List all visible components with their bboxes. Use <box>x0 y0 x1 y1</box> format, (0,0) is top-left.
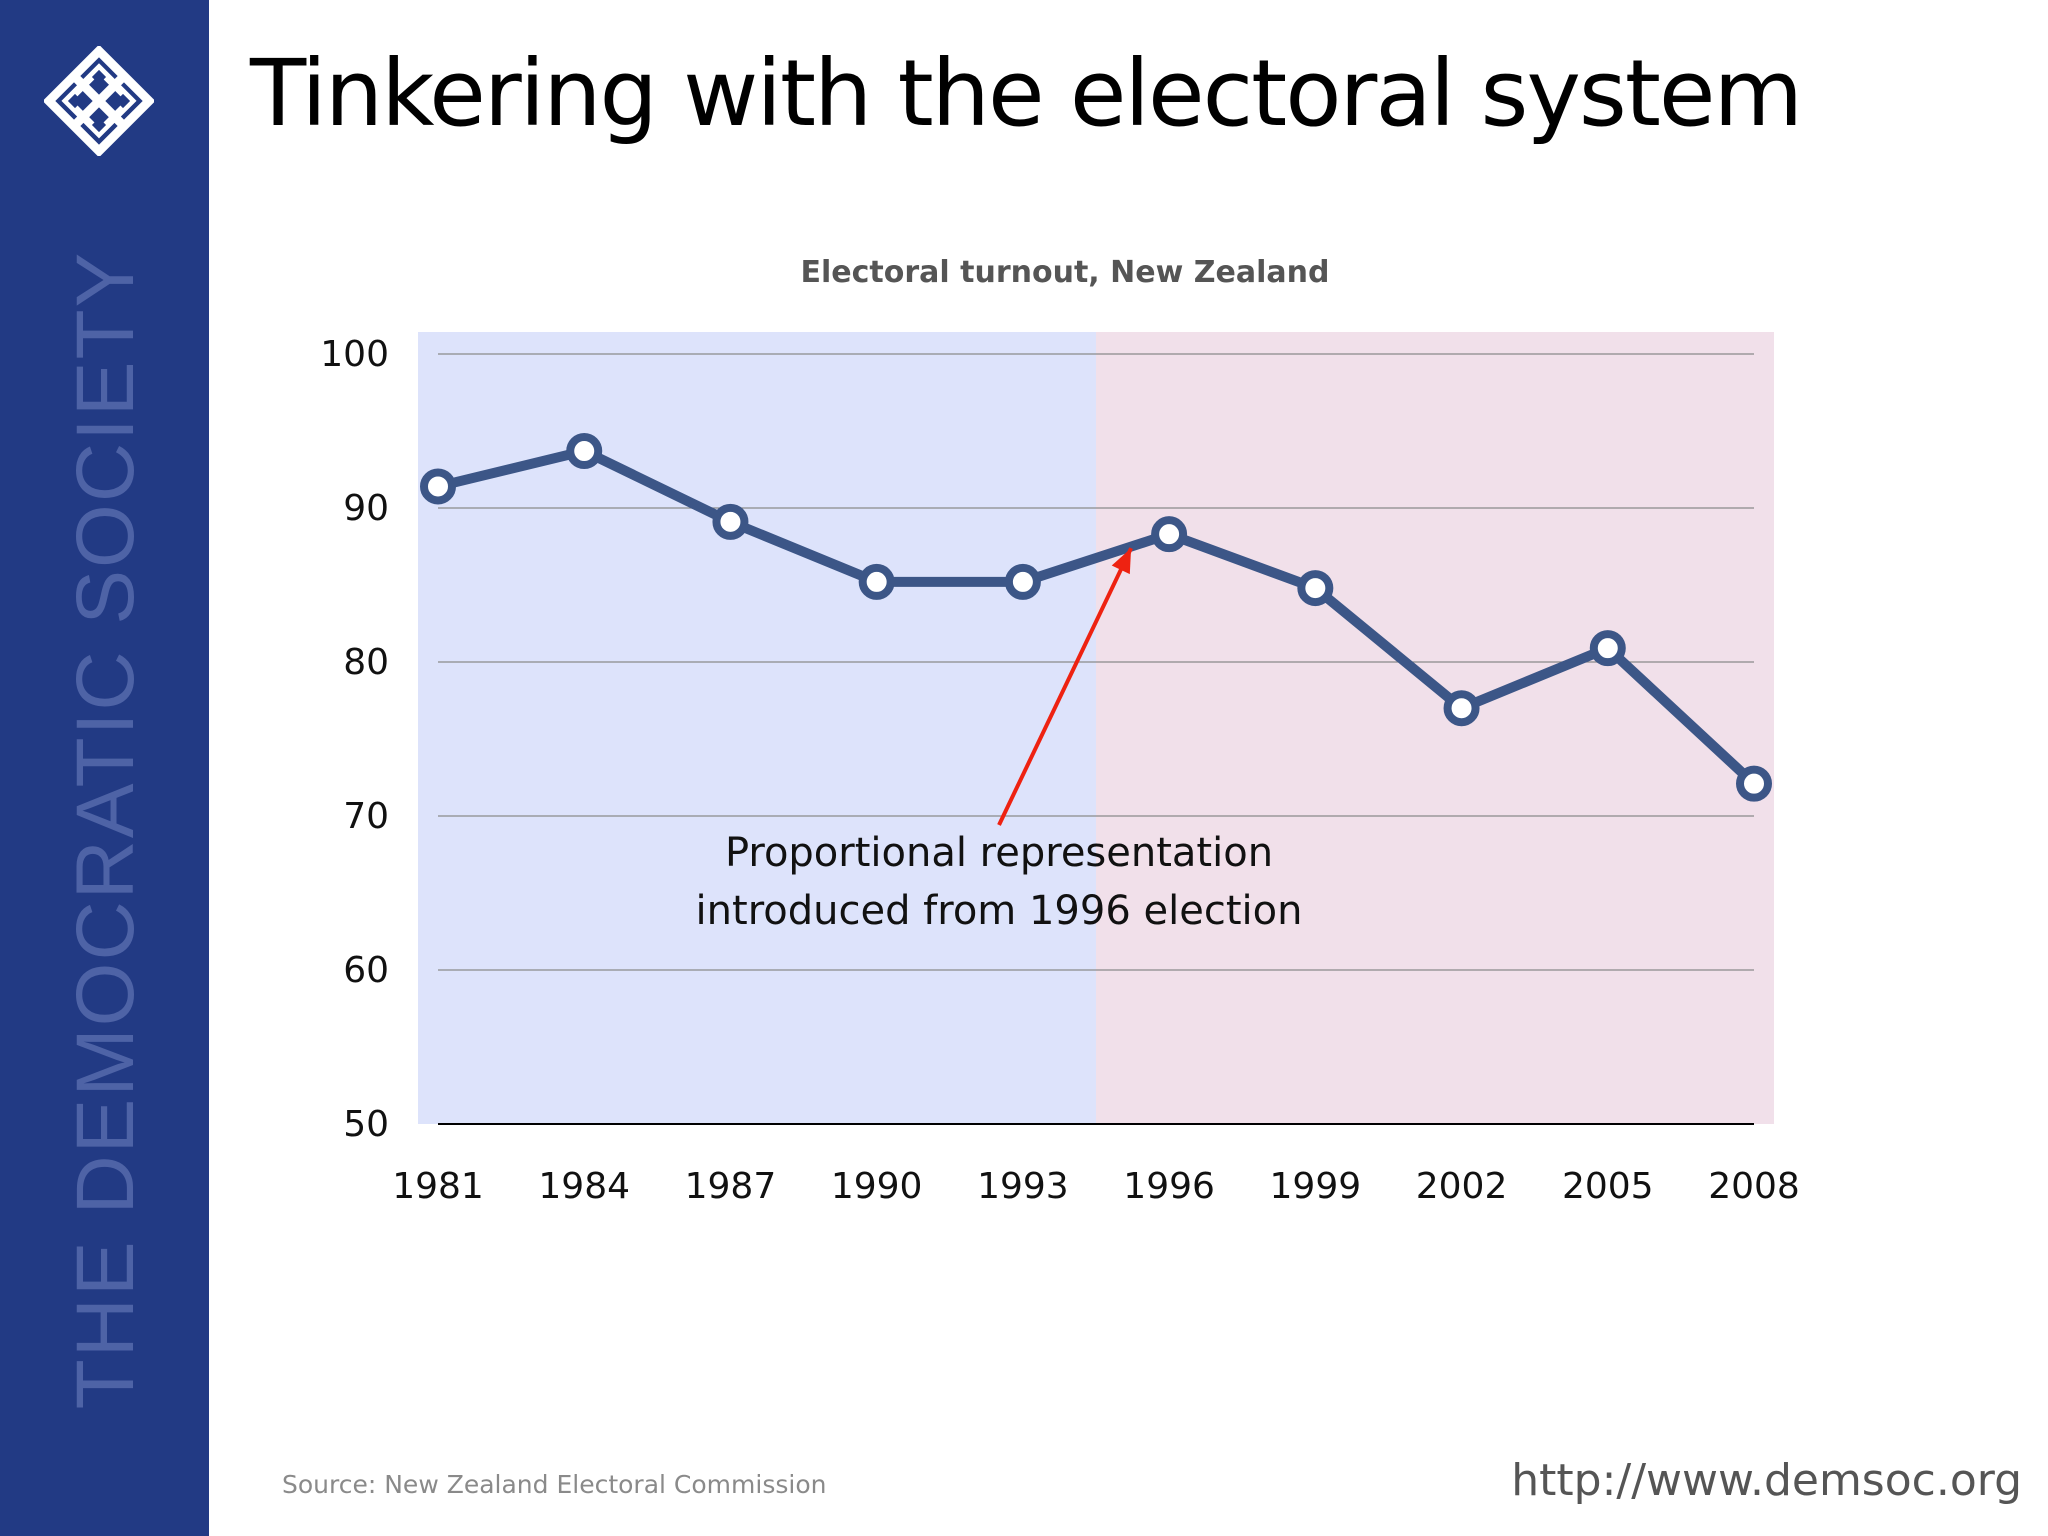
x-tick-label: 1990 <box>831 1166 923 1207</box>
data-point <box>1151 516 1188 553</box>
data-point <box>1297 570 1334 607</box>
annotation-text-line: Proportional representation <box>725 830 1273 876</box>
x-tick-label: 1999 <box>1270 1166 1362 1207</box>
region-band-1996-2008 <box>1096 332 1774 1124</box>
data-point <box>420 468 456 505</box>
region-band-1981-1993 <box>418 332 1096 1124</box>
chart-title: Electoral turnout, New Zealand <box>801 255 1330 290</box>
x-tick-label: 1987 <box>685 1166 777 1207</box>
x-tick-label: 1993 <box>977 1166 1069 1207</box>
data-point <box>858 563 895 600</box>
website-url[interactable]: http://www.demsoc.org <box>1511 1455 2022 1506</box>
y-tick-label: 60 <box>343 950 389 991</box>
x-tick-label: 1996 <box>1123 1166 1215 1207</box>
y-tick-label: 90 <box>343 488 389 529</box>
sidebar: THE DEMOCRATIC SOCIETY <box>0 0 209 1536</box>
data-point <box>1004 563 1041 600</box>
y-tick-label: 100 <box>320 334 389 375</box>
annotation-arrow <box>997 547 1133 826</box>
x-tick-label: 1984 <box>538 1166 630 1207</box>
x-tick-label: 2002 <box>1416 1166 1508 1207</box>
annotation-text-line: introduced from 1996 election <box>696 888 1303 934</box>
data-point <box>566 433 603 470</box>
interlaced-knot-icon <box>44 46 154 156</box>
y-tick-label: 70 <box>343 796 389 837</box>
source-note: Source: New Zealand Electoral Commission <box>282 1470 827 1499</box>
data-point <box>1443 690 1480 727</box>
turnout-series-line <box>433 446 1759 789</box>
data-point <box>1736 765 1772 802</box>
x-tick-label: 1981 <box>392 1166 484 1207</box>
turnout-line-chart: Electoral turnout, New Zealand 50 60 70 80 9… <box>320 255 1800 1207</box>
data-point <box>712 503 749 540</box>
page-title: Tinkering with the electoral system <box>250 40 1803 147</box>
y-tick-label: 50 <box>343 1104 389 1145</box>
x-tick-label: 2008 <box>1708 1166 1800 1207</box>
org-name-vertical: THE DEMOCRATIC SOCIETY <box>60 250 151 1410</box>
y-tick-label: 80 <box>343 642 389 683</box>
data-point <box>1589 630 1626 667</box>
x-tick-label: 2005 <box>1562 1166 1654 1207</box>
annotation-arrowhead <box>1111 548 1132 575</box>
